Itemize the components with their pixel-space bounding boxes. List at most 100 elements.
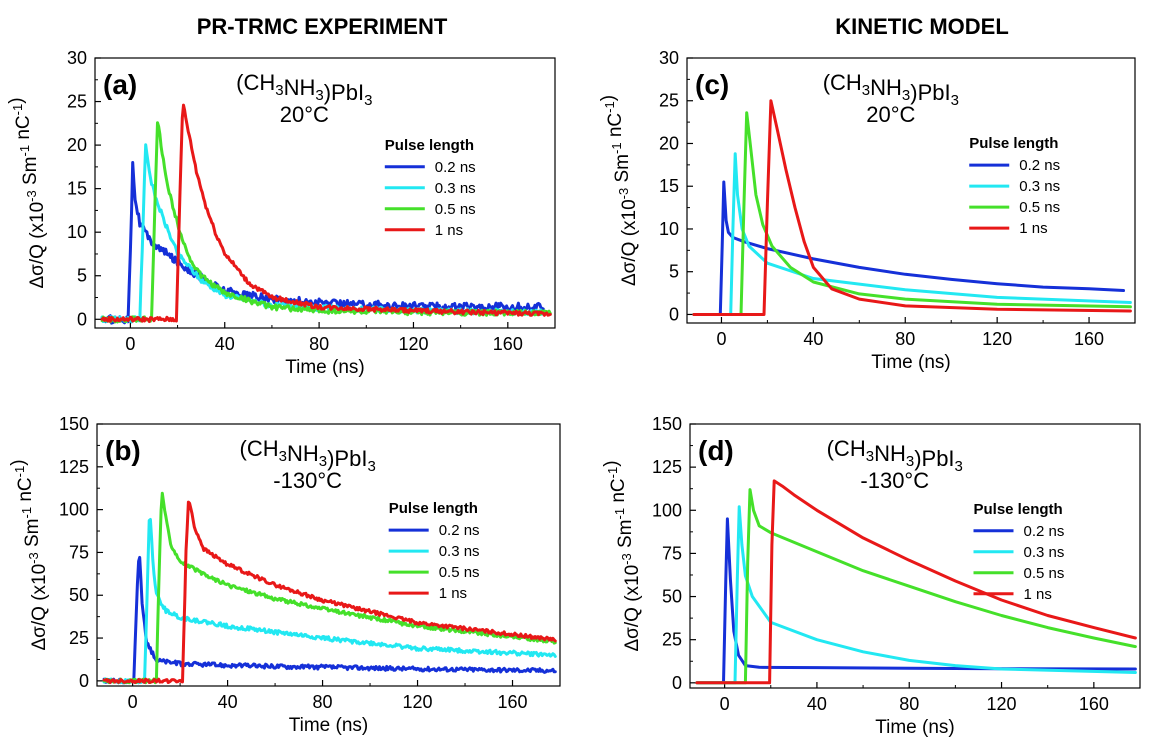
x-tick-label: 120 <box>398 334 428 354</box>
legend-label: 0.2 ns <box>439 522 480 539</box>
compound-label: (CH3NH3)PbI3 <box>823 70 959 109</box>
legend-label: 0.5 ns <box>1024 565 1065 582</box>
panel-b-chart: 0 25 50 75 100 125 150 0 40 80 120 160 Time (ns) Δσ/Q… <box>8 414 561 736</box>
panel-label: (b) <box>105 435 141 466</box>
y-tick-label: 30 <box>659 48 679 68</box>
y-tick-label: 75 <box>69 542 89 562</box>
series-line-0.2-ns <box>695 517 1137 685</box>
y-tick-label: 75 <box>662 543 682 563</box>
legend-label: 0.5 ns <box>439 564 480 581</box>
y-tick-label: 0 <box>77 309 87 329</box>
series-line-1-ns <box>102 500 557 684</box>
y-tick-label: 15 <box>659 176 679 196</box>
y-tick-label: 25 <box>659 91 679 111</box>
series-line-1-ns <box>695 479 1137 685</box>
y-tick-label: 125 <box>59 457 89 477</box>
plot-frame <box>689 423 1141 689</box>
y-axis-label: Δσ/Q (x10-3 Sm-1 nC-1) <box>598 95 640 286</box>
temperature-label: 20°C <box>866 102 915 127</box>
plot-frame <box>96 423 561 687</box>
y-tick-label: 25 <box>662 630 682 650</box>
x-tick-label: 40 <box>803 329 823 349</box>
x-tick-label: 80 <box>309 334 329 354</box>
y-tick-label: 25 <box>69 628 89 648</box>
plot-frame <box>94 57 556 329</box>
x-axis-label: Time (ns) <box>289 715 369 736</box>
legend-label: 1 ns <box>1019 220 1047 237</box>
x-tick-label: 80 <box>895 329 915 349</box>
legend-label: 0.5 ns <box>1019 199 1060 216</box>
y-tick-label: 150 <box>59 414 89 434</box>
legend-label: 1 ns <box>439 585 467 602</box>
legend-label: 0.2 ns <box>435 159 476 176</box>
compound-label: (CH3NH3)PbI3 <box>827 436 963 475</box>
panel-a-chart: 0 5 10 15 20 25 30 0 40 80 120 160 Time (ns) Δσ/Q (x1… <box>6 48 556 378</box>
y-tick-label: 10 <box>659 219 679 239</box>
series-line-0.3-ns <box>692 152 1132 316</box>
legend-label: 0.2 ns <box>1019 157 1060 174</box>
x-tick-label: 40 <box>218 692 238 712</box>
series-line-0.5-ns <box>692 111 1132 316</box>
series-line-1-ns <box>100 103 552 323</box>
y-tick-label: 30 <box>67 48 87 68</box>
y-tick-label: 0 <box>669 304 679 324</box>
x-axis-label: Time (ns) <box>285 357 365 378</box>
data-series-group <box>695 479 1137 685</box>
x-tick-label: 80 <box>313 692 333 712</box>
x-tick-label: 80 <box>899 694 919 714</box>
y-tick-label: 20 <box>67 135 87 155</box>
series-line-0.3-ns <box>695 505 1137 685</box>
panel-d-chart: 0 25 50 75 100 125 150 0 40 80 120 160 Time (ns) Δσ/Q… <box>601 414 1141 738</box>
y-tick-label: 15 <box>67 179 87 199</box>
series-line-0.3-ns <box>100 143 545 324</box>
x-tick-label: 0 <box>125 334 135 354</box>
legend-label: 0.3 ns <box>439 543 480 560</box>
y-axis-label: Δσ/Q (x10-3 Sm-1 nC-1) <box>601 460 643 651</box>
legend-title: Pulse length <box>389 500 478 517</box>
y-tick-label: 125 <box>652 457 682 477</box>
y-tick-label: 100 <box>59 500 89 520</box>
plot-frame <box>686 57 1136 324</box>
legend-label: 1 ns <box>435 222 463 239</box>
data-series-group <box>692 99 1132 316</box>
series-line-1-ns <box>692 99 1132 316</box>
compound-label: (CH3NH3)PbI3 <box>236 70 372 109</box>
temperature-label: -130°C <box>860 468 929 493</box>
series-line-0.2-ns <box>102 555 557 685</box>
legend-title: Pulse length <box>974 501 1063 518</box>
panel-c-chart: 0 5 10 15 20 25 30 0 40 80 120 160 Time (ns) Δσ/Q (x1… <box>598 48 1136 373</box>
x-tick-label: 120 <box>987 694 1017 714</box>
series-line-0.5-ns <box>102 491 557 685</box>
x-tick-label: 40 <box>215 334 235 354</box>
panel-label: (d) <box>698 435 734 466</box>
y-tick-label: 25 <box>67 92 87 112</box>
x-tick-label: 120 <box>403 692 433 712</box>
compound-label: (CH3NH3)PbI3 <box>240 436 376 475</box>
x-tick-label: 160 <box>1074 329 1104 349</box>
legend-label: 0.3 ns <box>1024 544 1065 561</box>
x-axis-label: Time (ns) <box>875 717 955 738</box>
temperature-label: -130°C <box>273 468 342 493</box>
x-tick-label: 160 <box>1079 694 1109 714</box>
data-series-group <box>102 491 557 685</box>
x-axis-label: Time (ns) <box>871 352 951 373</box>
y-tick-label: 20 <box>659 133 679 153</box>
series-line-0.5-ns <box>100 121 552 324</box>
x-tick-label: 160 <box>497 692 527 712</box>
left-column-title: PR-TRMC EXPERIMENT <box>196 14 448 39</box>
legend-title: Pulse length <box>969 135 1058 152</box>
panel-label: (a) <box>103 69 137 100</box>
y-tick-label: 5 <box>77 266 87 286</box>
x-tick-label: 120 <box>982 329 1012 349</box>
temperature-label: 20°C <box>280 102 329 127</box>
y-tick-label: 10 <box>67 222 87 242</box>
x-tick-label: 0 <box>128 692 138 712</box>
y-tick-label: 0 <box>672 673 682 693</box>
series-line-0.3-ns <box>102 518 557 685</box>
series-line-0.5-ns <box>695 488 1137 685</box>
y-tick-label: 100 <box>652 500 682 520</box>
y-tick-label: 150 <box>652 414 682 434</box>
x-tick-label: 40 <box>807 694 827 714</box>
legend-label: 0.3 ns <box>1019 178 1060 195</box>
y-tick-label: 50 <box>662 587 682 607</box>
